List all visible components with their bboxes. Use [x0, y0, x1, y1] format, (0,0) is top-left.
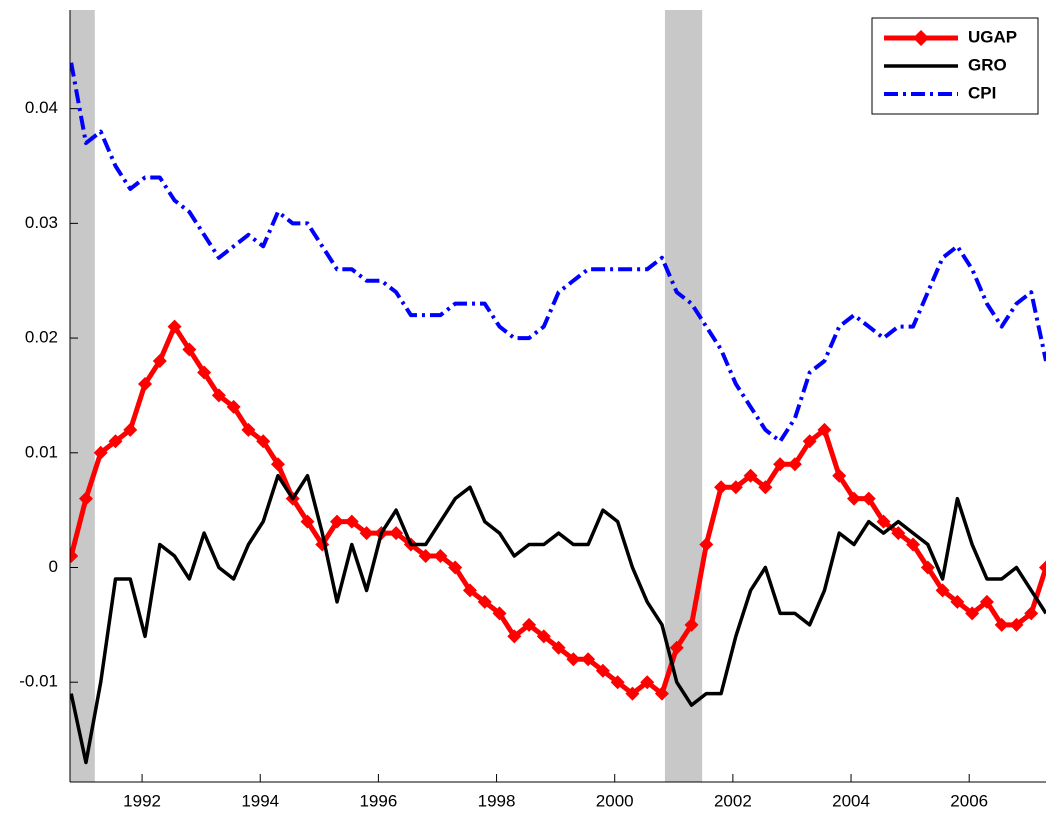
- x-tick-label: 1996: [359, 791, 397, 810]
- y-tick-label: 0: [49, 557, 58, 576]
- marker: [1039, 560, 1046, 575]
- marker: [551, 640, 566, 655]
- marker: [197, 365, 212, 380]
- x-tick-label: 2000: [596, 791, 634, 810]
- series-line: [70, 473, 1046, 765]
- marker: [182, 342, 197, 357]
- x-tick-label: 2002: [714, 791, 752, 810]
- marker: [418, 549, 433, 564]
- marker: [787, 457, 802, 472]
- marker: [714, 480, 729, 495]
- x-tick-label: 1998: [478, 791, 516, 810]
- marker: [226, 399, 241, 414]
- marker: [595, 663, 610, 678]
- marker: [581, 652, 596, 667]
- y-tick-label: 0.02: [25, 328, 58, 347]
- marker: [846, 491, 861, 506]
- y-tick-label: -0.01: [19, 672, 58, 691]
- x-tick-label: 2006: [950, 791, 988, 810]
- marker: [1009, 617, 1024, 632]
- marker: [950, 594, 965, 609]
- marker: [906, 537, 921, 552]
- legend-label: UGAP: [968, 27, 1017, 46]
- marker: [684, 617, 699, 632]
- marker: [433, 549, 448, 564]
- series-line: [70, 324, 1046, 697]
- marker: [70, 549, 79, 564]
- marker: [979, 594, 994, 609]
- marker: [93, 445, 108, 460]
- legend-marker: [913, 30, 929, 46]
- marker: [876, 514, 891, 529]
- marker: [566, 652, 581, 667]
- x-tick-label: 1992: [123, 791, 161, 810]
- marker: [359, 526, 374, 541]
- marker: [344, 514, 359, 529]
- marker: [832, 468, 847, 483]
- marker: [817, 422, 832, 437]
- marker: [256, 434, 271, 449]
- marker: [1024, 606, 1039, 621]
- y-tick-label: 0.01: [25, 442, 58, 461]
- marker: [743, 468, 758, 483]
- marker: [802, 434, 817, 449]
- marker: [654, 686, 669, 701]
- y-tick-label: 0.04: [25, 98, 58, 117]
- legend-label: CPI: [968, 83, 996, 102]
- marker: [448, 560, 463, 575]
- marker: [699, 537, 714, 552]
- marker: [773, 457, 788, 472]
- marker: [241, 422, 256, 437]
- marker: [300, 514, 315, 529]
- marker: [536, 629, 551, 644]
- series-line: [70, 62, 1046, 444]
- marker: [167, 319, 182, 334]
- marker: [389, 526, 404, 541]
- y-tick-label: 0.03: [25, 213, 58, 232]
- marker: [965, 606, 980, 621]
- marker: [477, 594, 492, 609]
- marker: [462, 583, 477, 598]
- marker: [78, 491, 93, 506]
- marker: [935, 583, 950, 598]
- marker: [108, 434, 123, 449]
- legend-label: GRO: [968, 55, 1007, 74]
- marker: [270, 457, 285, 472]
- x-tick-label: 1994: [241, 791, 279, 810]
- marker: [492, 606, 507, 621]
- marker: [728, 480, 743, 495]
- marker: [211, 388, 226, 403]
- marker: [522, 617, 537, 632]
- x-tick-label: 2004: [832, 791, 870, 810]
- marker: [861, 491, 876, 506]
- marker: [669, 640, 684, 655]
- marker: [610, 675, 625, 690]
- marker: [625, 686, 640, 701]
- marker: [152, 354, 167, 369]
- recession-shade: [664, 10, 703, 782]
- marker: [758, 480, 773, 495]
- marker: [640, 675, 655, 690]
- marker: [507, 629, 522, 644]
- marker: [891, 526, 906, 541]
- marker: [994, 617, 1009, 632]
- marker: [138, 376, 153, 391]
- marker: [920, 560, 935, 575]
- marker: [330, 514, 345, 529]
- marker: [123, 422, 138, 437]
